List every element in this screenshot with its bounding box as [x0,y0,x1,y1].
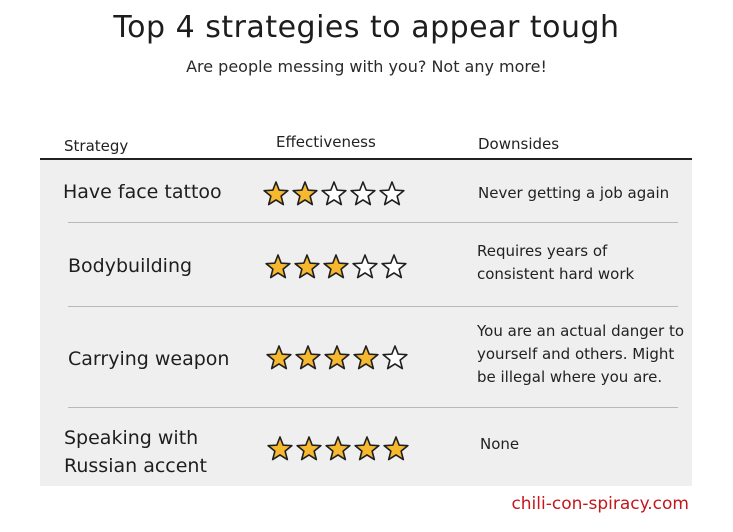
site-credit: chili-con-spiracy.com [511,494,689,514]
filled-star-icon [265,254,291,279]
filled-star-icon [267,436,293,461]
strategy-cell: Have face tattoo [63,178,222,206]
row-divider [68,407,678,408]
rating-stars [265,344,409,371]
downsides-text: consistent hard work [477,265,635,283]
downsides-text: yourself and others. Might [477,345,675,363]
filled-star-icon [354,436,380,461]
column-header-effectiveness: Effectiveness [276,133,376,151]
row-divider [68,306,678,307]
strategy-text: Have face tattoo [63,181,222,203]
filled-star-icon [292,181,318,206]
rating-stars [264,253,408,280]
downsides-cell: None [480,433,519,456]
rating-stars [262,180,406,207]
page-title: Top 4 strategies to appear tough [113,10,620,45]
filled-star-icon [296,436,322,461]
row-divider [68,222,678,223]
downsides-text: Requires years of [477,242,608,260]
downsides-text: Never getting a job again [478,184,670,202]
filled-star-icon [294,254,320,279]
filled-star-icon [263,181,289,206]
downsides-text: be illegal where you are. [477,368,663,386]
strategy-cell: Bodybuilding [68,252,192,280]
strategy-text: Russian accent [64,455,207,477]
empty-star-icon [381,254,407,279]
filled-star-icon [323,254,349,279]
strategy-text: Bodybuilding [68,255,193,277]
page-subtitle: Are people messing with you? Not any mor… [186,57,547,76]
filled-star-icon [324,345,350,370]
strategy-text: Carrying weapon [68,348,230,370]
strategy-text: Speaking with [64,427,199,449]
header-divider [40,158,692,160]
empty-star-icon [379,181,405,206]
filled-star-icon [266,345,292,370]
downsides-text: You are an actual danger to [477,322,685,340]
table-body [40,160,692,486]
filled-star-icon [353,345,379,370]
downsides-cell: Requires years of consistent hard work [477,240,634,286]
filled-star-icon [295,345,321,370]
strategy-cell: Carrying weapon [68,345,229,373]
downsides-text: None [480,435,520,453]
filled-star-icon [325,436,351,461]
rating-stars [266,435,410,462]
empty-star-icon [350,181,376,206]
downsides-cell: Never getting a job again [478,182,669,205]
column-header-strategy: Strategy [64,137,129,155]
filled-star-icon [383,436,409,461]
empty-star-icon [382,345,408,370]
downsides-cell: You are an actual danger to yourself and… [477,320,684,389]
strategy-cell: Speaking with Russian accent [64,424,207,480]
column-header-downsides: Downsides [478,135,560,153]
empty-star-icon [321,181,347,206]
empty-star-icon [352,254,378,279]
